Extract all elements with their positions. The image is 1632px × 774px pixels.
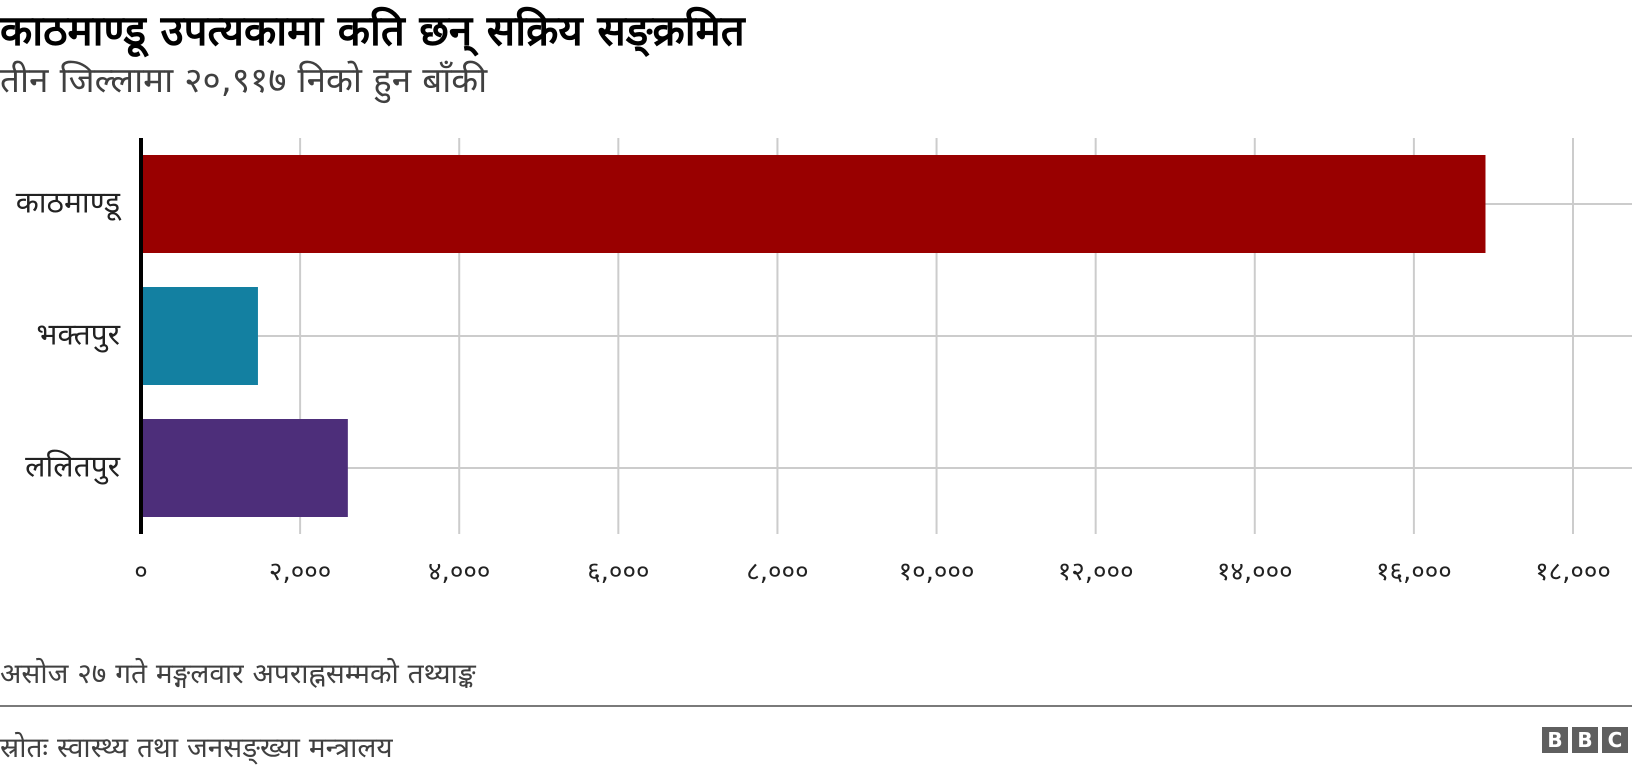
bbc-logo-letter: C bbox=[1602, 727, 1628, 753]
x-tick-label: १०,००० bbox=[899, 557, 975, 587]
x-tick-label: ० bbox=[134, 557, 148, 587]
category-label: भक्तपुर bbox=[36, 318, 120, 354]
bbc-logo-letter: B bbox=[1542, 727, 1568, 753]
bar bbox=[141, 287, 258, 385]
x-tick-label: १४,००० bbox=[1217, 557, 1293, 587]
bar bbox=[141, 155, 1486, 253]
x-tick-label: ४,००० bbox=[428, 557, 490, 587]
x-tick-label: ८,००० bbox=[746, 557, 808, 587]
bar bbox=[141, 419, 348, 517]
source-credit: स्रोतः स्वास्थ्य तथा जनसङ्ख्या मन्त्रालय bbox=[0, 731, 393, 764]
x-tick-label: १६,००० bbox=[1376, 557, 1452, 587]
bars bbox=[141, 155, 1486, 517]
bbc-logo: B B C bbox=[1542, 727, 1628, 753]
chart-subtitle: तीन जिल्लामा २०,९१७ निको हुन बाँकी bbox=[0, 61, 488, 101]
bbc-logo-letter: B bbox=[1572, 727, 1598, 753]
footer-divider bbox=[0, 705, 1632, 707]
x-tick-label: ६,००० bbox=[587, 557, 649, 587]
chart-title: काठमाण्डू उपत्यकामा कति छन् सक्रिय सङ्क्… bbox=[0, 6, 745, 55]
category-label: काठमाण्डू bbox=[16, 186, 122, 222]
x-tick-label: २,००० bbox=[269, 557, 331, 587]
x-tick-labels: ० २,००० ४,००० ६,००० ८,००० १०,००० १२,००० १४,००० १… bbox=[134, 557, 1611, 587]
bar-chart: काठमाण्डू भक्तपुर ललितपुर ० २,००० ४,००० ६,०००… bbox=[16, 138, 1632, 587]
x-tick-label: १२,००० bbox=[1058, 557, 1134, 587]
category-label: ललितपुर bbox=[25, 450, 121, 486]
category-labels: काठमाण्डू भक्तपुर ललितपुर bbox=[16, 186, 122, 486]
data-note: असोज २७ गते मङ्गलवार अपराह्नसम्मको तथ्या… bbox=[0, 657, 476, 690]
x-tick-label: १८,००० bbox=[1535, 557, 1611, 587]
